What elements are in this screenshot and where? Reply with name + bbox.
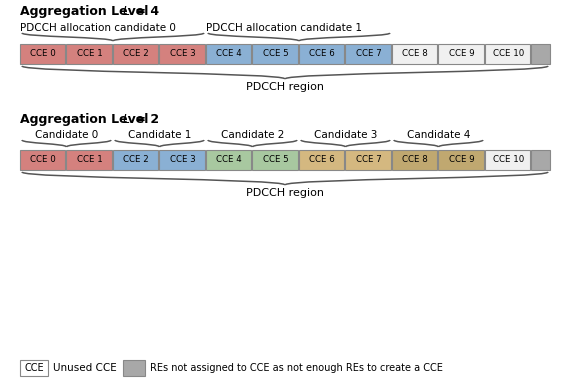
Text: Unused CCE: Unused CCE — [53, 363, 117, 373]
Bar — [345, 150, 391, 170]
Text: CCE 1: CCE 1 — [77, 156, 103, 165]
Bar — [66, 150, 112, 170]
Bar — [66, 44, 112, 64]
Text: CCE 0: CCE 0 — [30, 156, 56, 165]
Text: CCE 0: CCE 0 — [30, 50, 56, 59]
Bar — [206, 150, 252, 170]
Bar — [299, 44, 344, 64]
Text: Candidate 4: Candidate 4 — [407, 130, 470, 140]
Text: CCE 4: CCE 4 — [216, 156, 242, 165]
Text: Candidate 0: Candidate 0 — [35, 130, 98, 140]
Text: CCE 7: CCE 7 — [356, 50, 382, 59]
Text: CCE 10: CCE 10 — [492, 50, 524, 59]
Text: CCE 8: CCE 8 — [402, 156, 428, 165]
Text: REs not assigned to CCE as not enough REs to create a CCE: REs not assigned to CCE as not enough RE… — [150, 363, 443, 373]
Bar — [123, 360, 145, 376]
Bar — [392, 44, 437, 64]
Text: CCE 5: CCE 5 — [263, 50, 289, 59]
Bar — [160, 150, 205, 170]
Bar — [20, 44, 65, 64]
Bar — [438, 44, 484, 64]
Text: CCE: CCE — [24, 363, 44, 373]
Text: = 4: = 4 — [131, 5, 159, 18]
Text: $L$: $L$ — [122, 113, 130, 126]
Bar — [113, 150, 158, 170]
Text: CCE 6: CCE 6 — [310, 156, 335, 165]
Bar — [532, 150, 550, 170]
Bar — [345, 44, 391, 64]
Text: Candidate 1: Candidate 1 — [128, 130, 191, 140]
Bar — [20, 150, 65, 170]
Text: CCE 5: CCE 5 — [263, 156, 289, 165]
Text: Candidate 3: Candidate 3 — [314, 130, 377, 140]
Text: CCE 1: CCE 1 — [77, 50, 103, 59]
Text: CCE 9: CCE 9 — [449, 50, 474, 59]
Text: Candidate 2: Candidate 2 — [221, 130, 284, 140]
Text: CCE 8: CCE 8 — [402, 50, 428, 59]
Bar — [206, 44, 252, 64]
Bar — [485, 44, 531, 64]
Text: CCE 6: CCE 6 — [310, 50, 335, 59]
Text: Aggregation Level: Aggregation Level — [20, 5, 153, 18]
Text: CCE 4: CCE 4 — [216, 50, 242, 59]
Text: CCE 3: CCE 3 — [170, 50, 195, 59]
Text: CCE 2: CCE 2 — [123, 50, 149, 59]
Bar — [113, 44, 158, 64]
Text: CCE 7: CCE 7 — [356, 156, 382, 165]
Bar — [252, 150, 298, 170]
Text: PDCCH allocation candidate 1: PDCCH allocation candidate 1 — [206, 23, 362, 33]
Bar — [252, 44, 298, 64]
Text: PDCCH allocation candidate 0: PDCCH allocation candidate 0 — [20, 23, 176, 33]
Text: = 2: = 2 — [131, 113, 159, 126]
Bar — [299, 150, 344, 170]
Bar — [532, 44, 550, 64]
Text: CCE 9: CCE 9 — [449, 156, 474, 165]
Text: Aggregation Level: Aggregation Level — [20, 113, 153, 126]
Text: $L$: $L$ — [122, 5, 130, 18]
Bar — [160, 44, 205, 64]
Bar — [438, 150, 484, 170]
Text: CCE 2: CCE 2 — [123, 156, 149, 165]
Bar — [20, 360, 48, 376]
Text: PDCCH region: PDCCH region — [246, 188, 324, 198]
Text: CCE 3: CCE 3 — [170, 156, 195, 165]
Bar — [485, 150, 531, 170]
Text: PDCCH region: PDCCH region — [246, 82, 324, 92]
Bar — [392, 150, 437, 170]
Text: CCE 10: CCE 10 — [492, 156, 524, 165]
